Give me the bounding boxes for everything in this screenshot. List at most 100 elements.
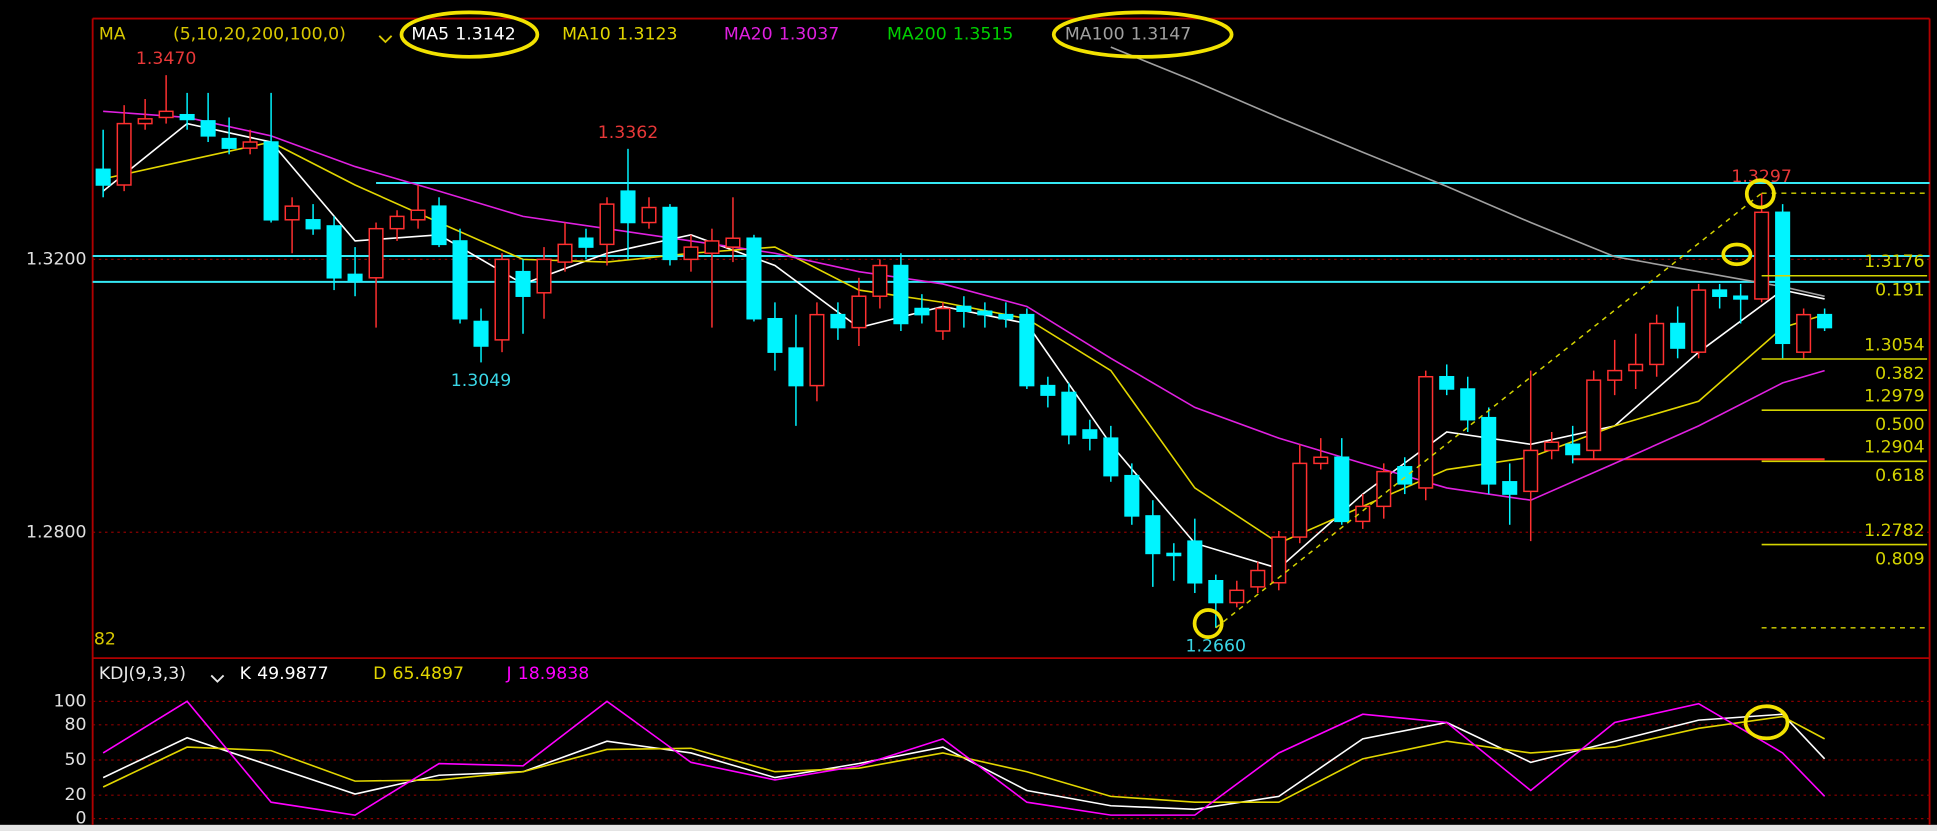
candle-body	[809, 313, 825, 387]
candle-body	[998, 313, 1014, 320]
candle-body	[536, 258, 552, 294]
candle-body	[1817, 313, 1833, 329]
candle-body	[452, 240, 468, 320]
candle-body	[347, 273, 363, 282]
candle-body	[179, 113, 195, 121]
dropdown-chevron[interactable]	[210, 674, 225, 683]
candle-body	[1775, 211, 1791, 345]
legend-entry: K 49.9877	[240, 664, 329, 684]
candle-body	[767, 317, 783, 353]
candle-body	[389, 215, 405, 230]
series-line	[102, 713, 1826, 811]
candle-body	[1229, 589, 1245, 604]
legend-value: 65.4897	[393, 664, 464, 684]
highlight-ring	[1051, 10, 1234, 59]
candle-body	[1082, 429, 1098, 439]
candle-body	[1376, 470, 1392, 508]
series-line	[102, 700, 1826, 816]
legend-value: 1.3147	[1131, 25, 1191, 45]
legend-entry: D 65.4897	[373, 664, 464, 684]
series-line	[1110, 46, 1825, 298]
legend-entry: MA20 1.3037	[724, 25, 839, 45]
candle-body	[662, 206, 678, 261]
candle-body	[494, 258, 510, 341]
candle-body	[116, 122, 132, 186]
candle-body	[305, 219, 321, 230]
fib-price-label: 1.2904	[1864, 438, 1924, 458]
candle-body	[515, 270, 531, 297]
candle-body	[95, 168, 111, 186]
candle-body	[935, 307, 951, 332]
candle-body	[977, 310, 993, 316]
indicator-name: MA	[99, 25, 126, 45]
candle-body	[1166, 552, 1182, 557]
candle-body	[1439, 375, 1455, 390]
legend-value: 1.3515	[953, 25, 1013, 45]
candle-body	[284, 205, 300, 221]
candle-body	[1733, 295, 1749, 300]
legend-value: 18.9838	[518, 664, 589, 684]
series-line	[103, 110, 1825, 502]
legend-value: 1.3142	[455, 25, 515, 45]
candle-body	[788, 347, 804, 387]
legend-value: 49.9877	[257, 664, 328, 684]
legend-name: MA200	[887, 25, 947, 45]
fib-ratio-label: 0.500	[1875, 415, 1924, 435]
fib-ratio-label: 0.809	[1875, 549, 1924, 569]
candle-body	[872, 264, 888, 297]
candle-body	[1397, 466, 1413, 485]
legend-name: MA20	[724, 25, 773, 45]
fib-price-label: 1.3176	[1864, 252, 1924, 272]
candle-body	[641, 206, 657, 224]
candle-body	[683, 246, 699, 261]
highlight-ring	[1744, 178, 1776, 210]
candle-body	[137, 118, 153, 125]
extreme-label: 1.3049	[451, 371, 511, 391]
candle-body	[1754, 211, 1770, 300]
highlight-ring	[399, 10, 540, 59]
legend-entry: MA10 1.3123	[562, 25, 677, 45]
candle-body	[1670, 322, 1686, 349]
legend-value: 1.3123	[617, 25, 677, 45]
candle-body	[704, 240, 720, 254]
candle-body	[1712, 289, 1728, 297]
candle-body	[1019, 313, 1035, 387]
legend-name: K	[240, 664, 252, 684]
bottom-strip	[0, 824, 1937, 831]
candle-body	[1271, 536, 1287, 584]
legend-value: 1.3037	[779, 25, 839, 45]
kdj-panel: 0 20 50 80 100	[53, 691, 1930, 829]
candle-body	[578, 237, 594, 248]
candle-body	[1355, 505, 1371, 523]
candle-body	[1145, 515, 1161, 555]
extreme-label: 1.3362	[598, 123, 658, 143]
candle-body	[1565, 443, 1581, 456]
y-tick-label: 80	[64, 715, 86, 735]
highlight-rings	[399, 10, 1790, 741]
fib-ratio-label: 0.382	[1875, 364, 1924, 384]
highlight-ring	[1192, 608, 1224, 639]
candle-body	[1334, 456, 1350, 523]
fib-ratio-label: 0.191	[1875, 281, 1924, 301]
candle-body	[263, 141, 279, 221]
candle-body	[410, 209, 426, 221]
candle-body	[1061, 391, 1077, 436]
candle-body	[242, 141, 258, 149]
legend-name: J	[505, 664, 511, 684]
candle-body	[1292, 462, 1308, 538]
candle-body	[1691, 289, 1707, 353]
legend-name: D	[373, 664, 386, 684]
fib-price-label: 1.2979	[1864, 387, 1924, 407]
fib-trend-line	[1215, 192, 1763, 629]
candle-body	[1796, 313, 1812, 353]
series-line	[102, 715, 1825, 804]
y-tick-label: 100	[53, 691, 86, 711]
dropdown-chevron[interactable]	[378, 35, 393, 44]
candle-body	[1586, 379, 1602, 452]
candle-body	[1628, 363, 1644, 372]
candle-body	[200, 120, 216, 137]
candle-body	[1607, 369, 1623, 381]
candle-body	[473, 320, 489, 347]
